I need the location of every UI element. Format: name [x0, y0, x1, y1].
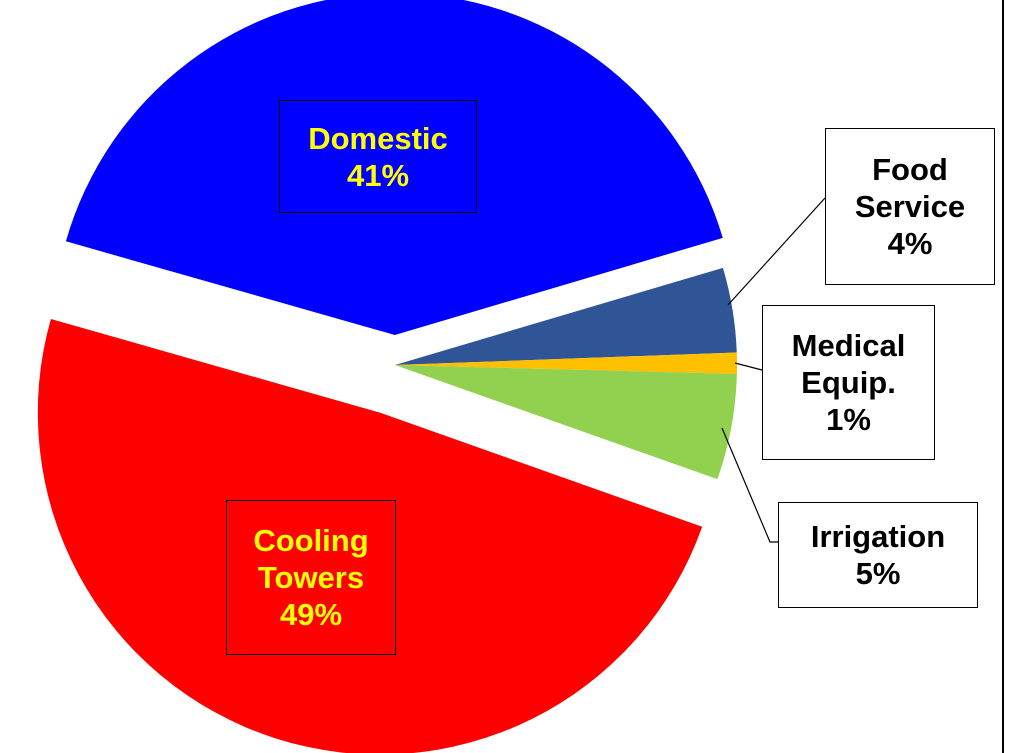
value-label: 5% — [855, 556, 901, 591]
leader-line — [721, 427, 778, 543]
pie-slice — [65, 0, 723, 335]
pie-slice — [395, 352, 738, 374]
value-label: 1% — [826, 402, 871, 437]
category-name: Irrigation — [810, 519, 946, 554]
value-label: 49% — [279, 597, 343, 632]
category-name: Food Service — [854, 152, 966, 224]
pie-slice — [395, 267, 737, 365]
slice-label: Cooling Towers 49% — [226, 500, 396, 655]
slice-label: Food Service 4% — [825, 128, 995, 285]
category-name: Medical Equip. — [791, 328, 906, 400]
category-name: Cooling Towers — [253, 523, 369, 595]
leader-line — [734, 362, 763, 371]
pie-slice — [395, 365, 737, 480]
value-label: 41% — [346, 157, 410, 193]
slice-label: Irrigation 5% — [778, 502, 978, 608]
category-name: Domestic — [308, 120, 448, 156]
value-label: 4% — [887, 226, 933, 261]
slice-label: Domestic 41% — [279, 100, 477, 213]
leader-line — [727, 197, 826, 306]
pie-slice — [37, 318, 703, 753]
slice-label: Medical Equip. 1% — [762, 305, 935, 460]
